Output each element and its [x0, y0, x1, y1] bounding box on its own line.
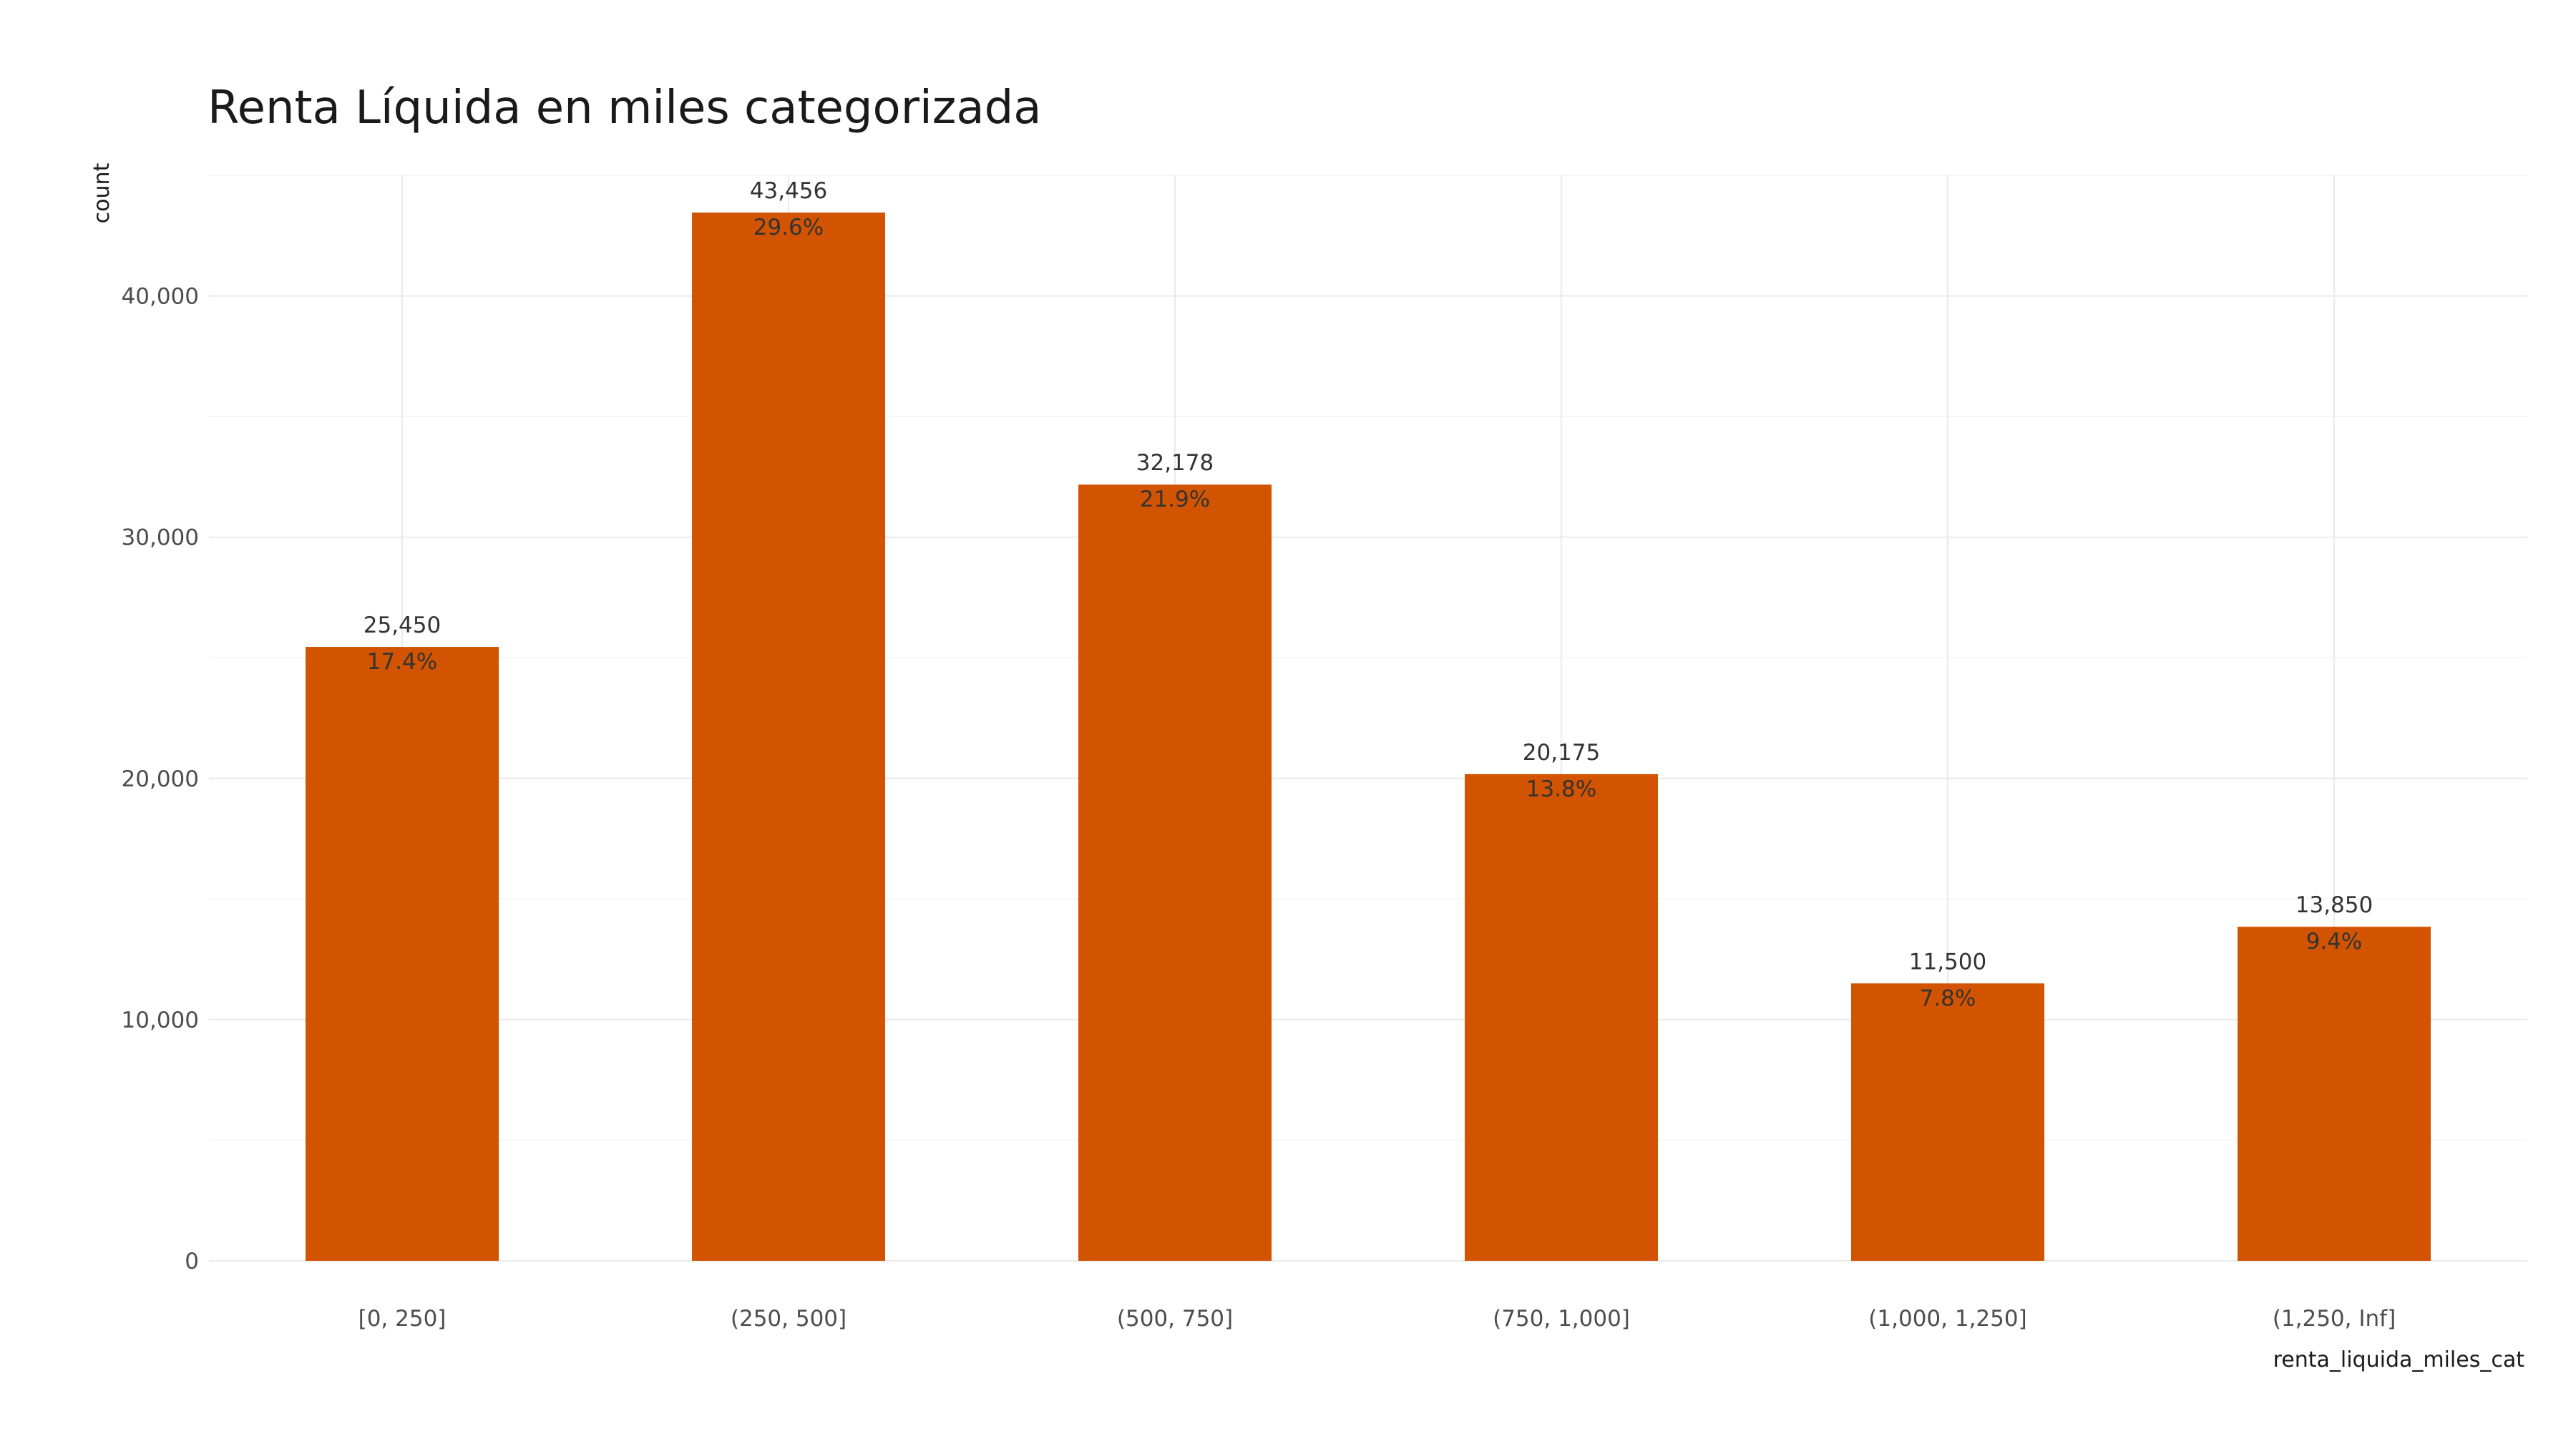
y-tick-label: 20,000	[122, 766, 199, 792]
bar-percent-label: 7.8%	[1920, 985, 1976, 1011]
bar-percent-label: 13.8%	[1526, 776, 1596, 802]
bar	[1078, 484, 1272, 1261]
x-tick-label: (250, 500]	[731, 1306, 847, 1332]
bar-count-label: 20,175	[1523, 740, 1600, 766]
x-axis-title: renta_liquida_miles_cat	[2273, 1347, 2525, 1372]
chart-title: Renta Líquida en miles categorizada	[208, 82, 1041, 135]
bar-count-label: 11,500	[1909, 949, 1986, 975]
y-tick-label: 30,000	[122, 525, 199, 551]
y-tick-label: 10,000	[122, 1008, 199, 1033]
y-tick-label: 40,000	[122, 284, 199, 310]
bar-count-label: 43,456	[750, 178, 827, 204]
y-axis-title: count	[89, 162, 114, 223]
bar-percent-label: 17.4%	[367, 649, 437, 675]
bars	[306, 213, 2431, 1262]
bar-percent-label: 29.6%	[753, 215, 824, 240]
bar	[1851, 983, 2044, 1261]
x-tick-label: (750, 1,000]	[1493, 1306, 1630, 1332]
bar-percent-label: 21.9%	[1140, 487, 1210, 512]
bar	[692, 213, 885, 1262]
y-tick-label: 0	[185, 1249, 199, 1274]
bar-count-label: 13,850	[2296, 892, 2373, 918]
x-axis-ticks: [0, 250] (250, 500] (500, 750] (750, 1,000]…	[358, 1306, 2396, 1332]
bar	[306, 647, 499, 1261]
x-tick-label: [0, 250]	[358, 1306, 447, 1332]
bar	[2238, 927, 2431, 1261]
bar-count-label: 32,178	[1136, 450, 1214, 476]
x-tick-label: (500, 750]	[1117, 1306, 1233, 1332]
grid-lines	[209, 175, 2527, 1262]
x-tick-label: (1,000, 1,250]	[1868, 1306, 2026, 1332]
bar-labels: 25,450 17.4% 43,456 29.6% 32,178 21.9% 20,175 1…	[364, 178, 2373, 1011]
bar	[1465, 774, 1658, 1261]
x-tick-label: (1,250, Inf]	[2273, 1306, 2396, 1332]
bar-percent-label: 9.4%	[2306, 929, 2363, 955]
y-axis-ticks: 0 10,000 20,000 30,000 40,000	[122, 284, 199, 1274]
bar-count-label: 25,450	[364, 613, 441, 638]
